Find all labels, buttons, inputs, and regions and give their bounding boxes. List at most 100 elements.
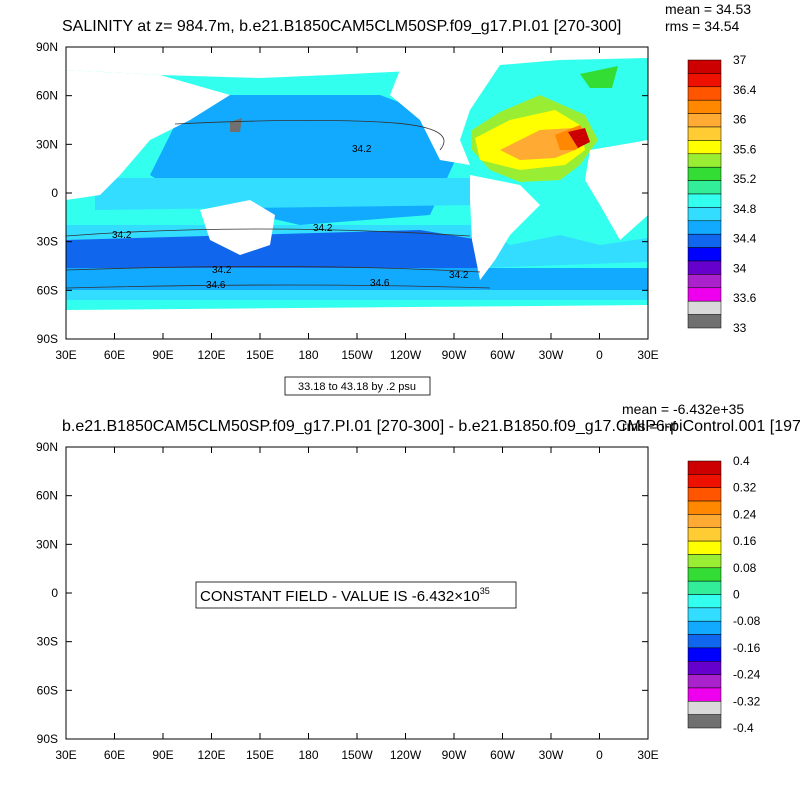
- panel-2-title: b.e21.B1850CAM5CLM50SP.f09_g17.PI.01 [27…: [62, 418, 800, 435]
- x-tick-label: 0: [596, 748, 603, 762]
- panel-1-rms: rms = 34.54: [665, 18, 740, 34]
- y-tick-label: 30N: [36, 537, 58, 551]
- colorbar-swatch: [687, 674, 722, 689]
- colorbar-label: 0.32: [733, 481, 757, 495]
- colorbar-swatch: [687, 113, 722, 128]
- panel-1-info-box: [284, 376, 431, 396]
- southern-band-d: [66, 290, 648, 300]
- colorbar-label: 33: [733, 321, 747, 335]
- colorbar-swatch: [687, 180, 722, 195]
- colorbar-swatch: [687, 701, 722, 715]
- y-tick-label: 60S: [37, 283, 58, 297]
- x-tick-label: 150E: [246, 348, 274, 362]
- colorbar-label: 35.2: [733, 172, 757, 186]
- colorbar-swatch: [687, 460, 722, 475]
- x-tick-label: 30E: [55, 348, 76, 362]
- colorbar-swatch: [687, 474, 722, 488]
- australia-land: [200, 200, 275, 255]
- colorbar-swatch: [687, 487, 722, 502]
- x-tick-label: 60W: [490, 748, 515, 762]
- colorbar-swatch: [687, 140, 722, 155]
- y-tick-label: 60N: [36, 89, 58, 103]
- colorbar-swatch: [687, 287, 722, 302]
- colorbar-swatch: [687, 620, 722, 635]
- colorbar-swatch: [687, 274, 722, 289]
- asia-land: [66, 70, 230, 200]
- contour-line: [66, 266, 481, 273]
- y-tick-label: 90S: [37, 732, 58, 746]
- panel-1-x-axis: 30E 60E 90E 120E 150E 180 150W 120W 90W 60W 30W 0 30…: [55, 47, 659, 362]
- x-tick-label: 30W: [539, 748, 564, 762]
- x-tick-label: 120W: [390, 348, 422, 362]
- colorbar-label: 0: [733, 588, 740, 602]
- y-tick-label: 90S: [37, 332, 58, 346]
- x-tick-label: 90E: [152, 348, 173, 362]
- contour-line: [66, 228, 471, 237]
- contour-label: 34.2: [112, 230, 132, 241]
- colorbar-swatch: [687, 207, 722, 222]
- colorbar-label: 0.16: [733, 534, 757, 548]
- mediterranean-max: [568, 128, 590, 148]
- y-tick-label: 60S: [37, 683, 58, 697]
- panel-1-y-axis: 90N 60N 30N 0 30S 60S 90S: [36, 40, 648, 346]
- x-tick-label: 30W: [539, 348, 564, 362]
- colorbar-swatch: [687, 647, 722, 662]
- x-tick-label: 150W: [341, 348, 373, 362]
- panel-2-rms: rms = inf: [622, 418, 676, 434]
- contour-label: 34.6: [206, 280, 226, 291]
- colorbar-label: -0.4: [733, 721, 754, 735]
- colorbar-label: 0.24: [733, 507, 757, 521]
- panel-2-mean: mean = -6.432e+35: [622, 401, 744, 417]
- x-tick-label: 90W: [442, 348, 467, 362]
- contour-line: [174, 120, 445, 151]
- colorbar-label: 36.4: [733, 83, 757, 97]
- panel-2-y-axis: 90N 60N 30N 0 30S 60S 90S: [36, 440, 648, 746]
- y-tick-label: 30S: [37, 635, 58, 649]
- contour-label: 34.2: [313, 223, 333, 234]
- x-tick-label: 60W: [490, 348, 515, 362]
- panel-2-x-axis: 30E 60E 90E 120E 150E 180 150W 120W 90W 60W 30W 0 30…: [55, 447, 659, 762]
- panel-1-salinity-map: SALINITY at z= 984.7m, b.e21.B1850CAM5CL…: [36, 1, 757, 396]
- y-tick-label: 0: [51, 586, 58, 600]
- panel-2-difference-map: b.e21.B1850CAM5CLM50SP.f09_g17.PI.01 [27…: [36, 401, 800, 762]
- colorbar-swatch: [687, 233, 722, 248]
- x-tick-label: 150E: [246, 748, 274, 762]
- panel-1-field: [66, 47, 648, 339]
- colorbar-swatch: [687, 260, 722, 275]
- colorbar-swatch: [687, 527, 722, 542]
- colorbar-swatch: [687, 314, 722, 329]
- colorbar-swatch: [687, 567, 722, 582]
- contour-line: [66, 284, 491, 289]
- colorbar-swatch: [687, 687, 722, 702]
- colorbar-swatch: [687, 126, 722, 141]
- contour-label: 34.6: [370, 278, 390, 289]
- x-tick-label: 90W: [442, 748, 467, 762]
- colorbar-swatch: [687, 153, 722, 168]
- colorbar-label: -0.24: [733, 668, 761, 682]
- x-tick-label: 120W: [390, 748, 422, 762]
- contour-label: 34.2: [449, 270, 469, 281]
- colorbar-label: 34.4: [733, 232, 757, 246]
- colorbar-label: -0.08: [733, 614, 761, 628]
- colorbar-swatch: [687, 247, 722, 262]
- x-tick-label: 30E: [637, 348, 658, 362]
- colorbar-swatch: [687, 634, 722, 649]
- colorbar-swatch: [687, 300, 722, 315]
- africa-land: [585, 140, 648, 240]
- x-tick-label: 180: [298, 748, 318, 762]
- colorbar-swatch: [687, 580, 722, 595]
- colorbar-label: 35.6: [733, 142, 757, 156]
- colorbar-swatch: [687, 166, 722, 181]
- panel-1-mean: mean = 34.53: [665, 1, 751, 17]
- colorbar-swatch: [687, 500, 722, 515]
- colorbar-label: 37: [733, 53, 747, 67]
- colorbar-swatch: [687, 86, 722, 101]
- colorbar-swatch: [687, 193, 722, 208]
- southern-band-c: [66, 268, 648, 290]
- y-tick-label: 30S: [37, 235, 58, 249]
- equatorial-band: [95, 178, 480, 210]
- arctic-atlantic-band: [580, 66, 618, 88]
- y-tick-label: 30N: [36, 137, 58, 151]
- y-tick-label: 0: [51, 186, 58, 200]
